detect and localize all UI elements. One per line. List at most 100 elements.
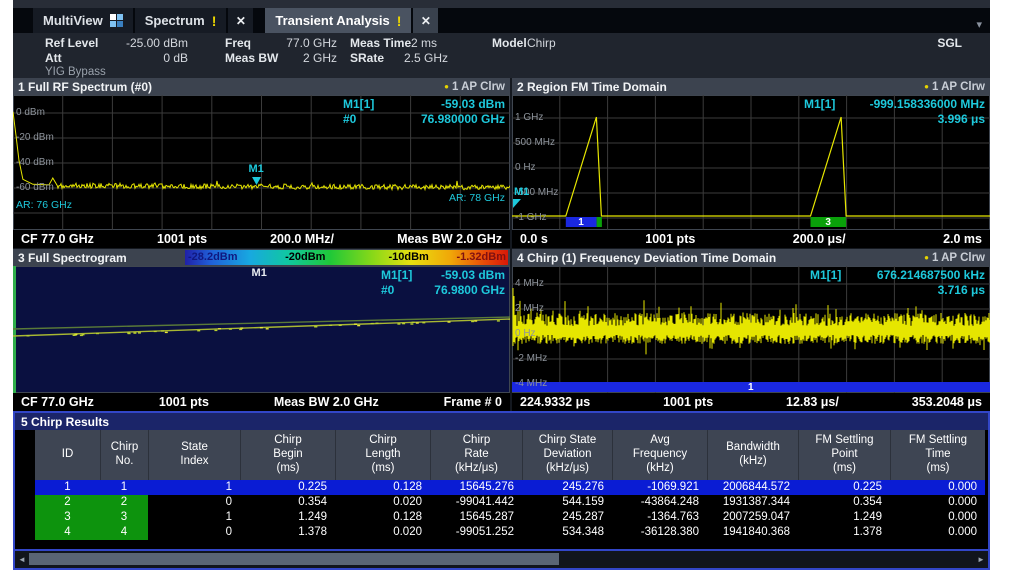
spectrogram-plot[interactable]: M1 M1[1] -59.03 dBm #0 76.9800 GHz — [13, 266, 510, 393]
table-cell: 245.276 — [522, 480, 612, 495]
tab-transient-close-icon[interactable]: ✕ — [413, 8, 438, 33]
srate-value[interactable]: 2.5 GHz — [392, 51, 448, 65]
table-header-cell: Chirp State Deviation (kHz/μs) — [522, 430, 612, 480]
table-header-cell: FM Settling Point (ms) — [798, 430, 890, 480]
scrollbar-thumb[interactable] — [29, 553, 559, 565]
table-row[interactable]: 4401.3780.020-99051.252534.348-36128.380… — [35, 525, 985, 540]
table-cell: -1069.921 — [612, 480, 707, 495]
panel4-footer: 224.9332 μs1001 pts12.83 μs/353.2048 μs — [512, 393, 990, 411]
tab-multiview[interactable]: MultiView — [33, 8, 133, 33]
trace-active-dot-icon: ● — [444, 82, 449, 91]
panel1-title-bar[interactable]: 1 Full RF Spectrum (#0) ●1 AP Clrw — [13, 78, 510, 95]
table-header-cell: Bandwidth (kHz) — [707, 430, 798, 480]
horizontal-scrollbar[interactable]: ◄ ► — [15, 549, 988, 568]
table-cell: 3 — [35, 510, 100, 525]
table-cell: 3 — [100, 510, 148, 525]
table-row[interactable]: 1110.2250.12815645.276245.276-1069.92120… — [35, 480, 985, 495]
panel5-title-bar[interactable]: 5 Chirp Results — [15, 413, 988, 430]
table-cell: 1 — [148, 480, 240, 495]
table-cell: 0 — [148, 525, 240, 540]
tab-overflow-caret-icon[interactable]: ▾ — [976, 18, 982, 31]
stop-time: 353.2048 μs — [912, 395, 982, 409]
freq-value[interactable]: 77.0 GHz — [267, 36, 337, 50]
region-bar-label: 3 — [825, 218, 831, 228]
table-cell: 0.020 — [335, 495, 430, 510]
trace-mode-label: 1 AP Clrw — [932, 252, 985, 264]
table-header-row: IDChirp No.State IndexChirp Begin (ms)Ch… — [35, 430, 985, 480]
panel2-footer: 0.0 s1001 pts200.0 μs/2.0 ms — [512, 230, 990, 248]
yig-bypass-label: YIG Bypass — [45, 66, 106, 78]
table-cell: 0.225 — [798, 480, 890, 495]
region-bar-label: 1 — [578, 218, 584, 228]
panel2-title-bar[interactable]: 2 Region FM Time Domain ●1 AP Clrw — [512, 78, 990, 95]
tab-spectrum[interactable]: Spectrum ! — [135, 8, 227, 33]
table-cell: 1.249 — [798, 510, 890, 525]
tab-transient-analysis[interactable]: Transient Analysis ! — [265, 8, 411, 33]
table-cell: 1941840.368 — [707, 525, 798, 540]
table-body: 1110.2250.12815645.276245.276-1069.92120… — [35, 480, 985, 540]
table-cell: -1364.763 — [612, 510, 707, 525]
rf-spectrum-plot[interactable]: M1[1] -59.03 dBm #0 76.980000 GHz AR: 76… — [13, 95, 510, 230]
panel3-footer: CF 77.0 GHz1001 ptsMeas BW 2.0 GHzFrame … — [13, 393, 510, 411]
table-cell: 15645.287 — [430, 510, 522, 525]
meas-bw-value[interactable]: 2 GHz — [267, 51, 337, 65]
freq-label: Freq — [225, 36, 251, 50]
marker-flag: M1 — [252, 267, 267, 279]
marker-flag: M1 — [514, 186, 529, 198]
tab-transient-analysis-label: Transient Analysis — [275, 13, 389, 28]
table-cell: 2 — [100, 495, 148, 510]
instrument-screen: MultiView Spectrum ! ✕ Transient Analysi… — [13, 0, 990, 570]
panel3-title-bar[interactable]: 3 Full Spectrogram -28.2dBm -20dBm -10dB… — [13, 249, 510, 266]
meas-bw-value: Meas BW 2.0 GHz — [397, 232, 502, 246]
scroll-right-arrow-icon[interactable]: ► — [974, 553, 988, 566]
table-row[interactable]: 3311.2490.12815645.287245.287-1364.76320… — [35, 510, 985, 525]
table-header-cell: Avg Frequency (kHz) — [612, 430, 707, 480]
model-value[interactable]: Chirp — [527, 36, 587, 50]
panel3-title: 3 Full Spectrogram — [18, 251, 127, 265]
table-row[interactable]: 2200.3540.020-99041.442544.159-43864.248… — [35, 495, 985, 510]
table-cell: 4 — [35, 525, 100, 540]
tab-spectrum-label: Spectrum — [145, 13, 205, 28]
table-cell: 0.225 — [240, 480, 335, 495]
analysis-region-right-label: AR: 78 GHz — [449, 192, 505, 204]
start-time: 224.9332 μs — [520, 395, 590, 409]
settings-bar: Ref Level -25.00 dBm Freq 77.0 GHz Meas … — [13, 33, 990, 78]
att-label: Att — [45, 51, 62, 65]
points-value: 1001 pts — [663, 395, 713, 409]
table-header-cell: State Index — [148, 430, 240, 480]
table-cell: 245.287 — [522, 510, 612, 525]
ref-level-value[interactable]: -25.00 dBm — [103, 36, 188, 50]
table-cell: 0.000 — [890, 480, 985, 495]
table-cell: 0.354 — [798, 495, 890, 510]
colorbar-min-label: -28.2dBm — [188, 251, 238, 263]
table-header-cell: FM Settling Time (ms) — [890, 430, 985, 480]
scroll-left-arrow-icon[interactable]: ◄ — [15, 553, 29, 566]
alert-icon: ! — [397, 13, 402, 29]
att-value[interactable]: 0 dB — [103, 51, 188, 65]
colorbar-label: -10dBm — [388, 251, 428, 263]
panel4-title: 4 Chirp (1) Frequency Deviation Time Dom… — [517, 251, 776, 265]
panel1-title: 1 Full RF Spectrum (#0) — [18, 80, 152, 94]
panel1-footer: CF 77.0 GHz1001 pts200.0 MHz/Meas BW 2.0… — [13, 230, 510, 248]
panel-full-spectrogram: 3 Full Spectrogram -28.2dBm -20dBm -10dB… — [13, 249, 510, 411]
start-time: 0.0 s — [520, 232, 548, 246]
stop-time: 2.0 ms — [943, 232, 982, 246]
tab-spectrum-close-icon[interactable]: ✕ — [228, 8, 253, 33]
multiview-grid-icon — [110, 14, 123, 27]
panel-full-rf-spectrum: 1 Full RF Spectrum (#0) ●1 AP Clrw M1[1]… — [13, 78, 510, 248]
meas-time-value[interactable]: 2 ms — [402, 36, 437, 50]
panel-chirp-freq-deviation: 4 Chirp (1) Frequency Deviation Time Dom… — [512, 249, 990, 411]
panel5-title: 5 Chirp Results — [21, 415, 109, 429]
tab-multiview-label: MultiView — [43, 13, 103, 28]
colorbar-label: -20dBm — [285, 251, 325, 263]
table-cell: 544.159 — [522, 495, 612, 510]
panel4-title-bar[interactable]: 4 Chirp (1) Frequency Deviation Time Dom… — [512, 249, 990, 266]
freq-deviation-plot[interactable]: M1[1] 676.214687500 kHz 3.716 μs 4 MHz2 … — [512, 266, 990, 393]
table-header-cell: Chirp Length (ms) — [335, 430, 430, 480]
table-cell: 0.000 — [890, 495, 985, 510]
window-top-strip — [13, 0, 990, 8]
region-bar-label: 1 — [748, 383, 754, 393]
colorbar-max-label: -1.32dBm — [456, 251, 506, 263]
fm-time-domain-plot[interactable]: M1[1] -999.158336000 MHz 3.996 μs 1 GHz5… — [512, 95, 990, 230]
cf-value: CF 77.0 GHz — [21, 232, 94, 246]
